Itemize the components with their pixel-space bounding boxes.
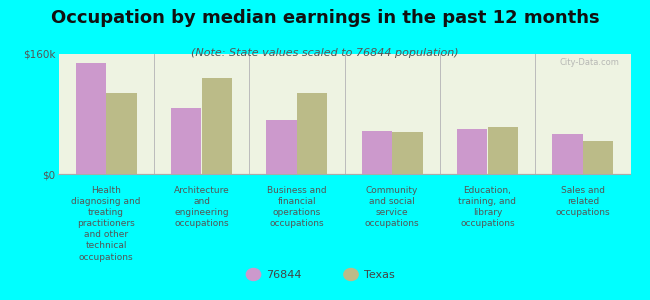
Bar — [583, 141, 614, 174]
Text: City-Data.com: City-Data.com — [559, 58, 619, 67]
Text: Occupation by median earnings in the past 12 months: Occupation by median earnings in the pas… — [51, 9, 599, 27]
Text: 76844: 76844 — [266, 269, 302, 280]
Bar — [457, 129, 488, 174]
Bar — [266, 120, 297, 174]
Text: Business and
financial
operations
occupations: Business and financial operations occupa… — [267, 186, 327, 228]
Bar — [297, 93, 328, 174]
Text: (Note: State values scaled to 76844 population): (Note: State values scaled to 76844 popu… — [191, 48, 459, 58]
Text: Texas: Texas — [364, 269, 395, 280]
Text: Community
and social
service
occupations: Community and social service occupations — [365, 186, 419, 228]
Text: Sales and
related
occupations: Sales and related occupations — [556, 186, 610, 217]
Text: Education,
training, and
library
occupations: Education, training, and library occupat… — [458, 186, 517, 228]
Bar — [75, 63, 106, 174]
Bar — [392, 132, 422, 174]
Bar — [202, 78, 232, 174]
Bar — [488, 128, 518, 174]
Bar — [106, 93, 136, 174]
Text: Health
diagnosing and
treating
practitioners
and other
technical
occupations: Health diagnosing and treating practitio… — [72, 186, 141, 262]
Bar — [361, 130, 392, 174]
Bar — [171, 108, 202, 174]
Bar — [552, 134, 583, 174]
Text: Architecture
and
engineering
occupations: Architecture and engineering occupations — [174, 186, 229, 228]
